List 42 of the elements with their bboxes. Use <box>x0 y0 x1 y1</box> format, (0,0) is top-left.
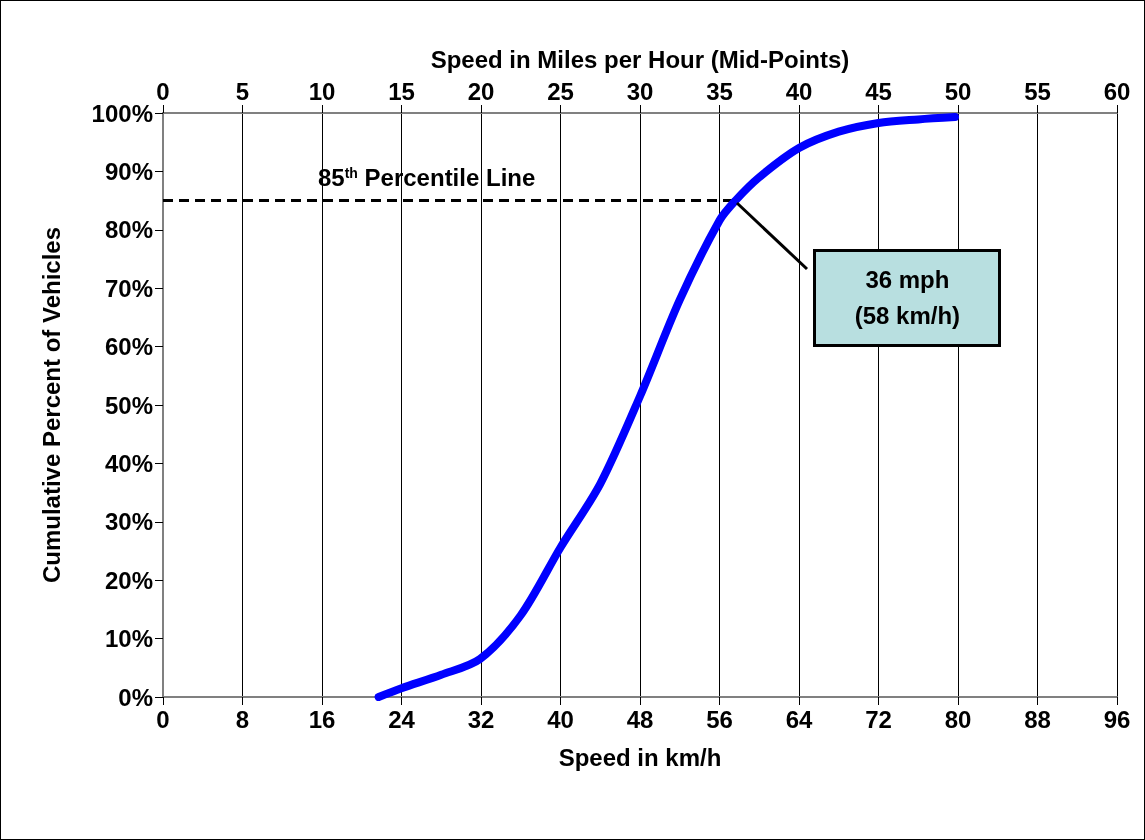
y-tick-label: 0% <box>118 683 153 711</box>
x2-tick-label: 60 <box>1103 77 1131 105</box>
x-tick-label: 0 <box>156 705 170 733</box>
y-tick-label: 100% <box>91 99 153 127</box>
x-tick-label: 48 <box>626 705 654 733</box>
x2-tick-label: 55 <box>1024 77 1051 105</box>
x2-axis-title: Speed in Miles per Hour (Mid-Points) <box>430 45 850 73</box>
x2-tick-label: 30 <box>626 77 654 105</box>
y-tick-label: 40% <box>104 449 153 477</box>
x2-tick-label: 50 <box>944 77 972 105</box>
x-axis-title: Speed in km/h <box>558 743 722 771</box>
x-tick-label: 32 <box>467 705 495 733</box>
x-tick-label: 72 <box>865 705 892 733</box>
x-tick-label: 64 <box>785 705 813 733</box>
x-tick-label: 56 <box>706 705 733 733</box>
y-tick-label: 20% <box>104 566 153 594</box>
y-tick-label: 80% <box>104 216 153 244</box>
x-tick-label: 16 <box>308 705 336 733</box>
x2-tick-label: 5 <box>235 77 250 105</box>
x-tick-label: 24 <box>388 705 416 733</box>
x-tick-label: 88 <box>1024 705 1051 733</box>
callout-box: 36 mph (58 km/h) <box>737 202 1004 353</box>
x2-tick-label: 45 <box>865 77 892 105</box>
annotation: 36 mph (58 km/h) <box>813 248 1002 347</box>
x2-tick-label: 25 <box>547 77 574 105</box>
y-tick-label: 60% <box>104 333 153 361</box>
y-axis-title: Cumulative Percent of Vehicles <box>37 226 65 584</box>
x2-tick-label: 20 <box>467 77 495 105</box>
x2-tick-label: 0 <box>156 77 170 105</box>
x2-tick-label: 40 <box>785 77 813 105</box>
x2-tick-label: 35 <box>706 77 733 105</box>
x-tick-label: 40 <box>547 705 574 733</box>
x-tick-label: 80 <box>944 705 972 733</box>
x2-tick-label: 15 <box>388 77 415 105</box>
x-tick-label: 8 <box>235 705 250 733</box>
y-tick-label: 30% <box>104 508 153 536</box>
y-tick-label: 90% <box>104 157 153 185</box>
x2-tick-label: 10 <box>308 77 336 105</box>
y-tick-label: 50% <box>104 391 153 419</box>
x-tick-label: 96 <box>1103 705 1131 733</box>
y-tick-label: 70% <box>104 274 153 302</box>
y-tick-label: 10% <box>104 625 153 653</box>
